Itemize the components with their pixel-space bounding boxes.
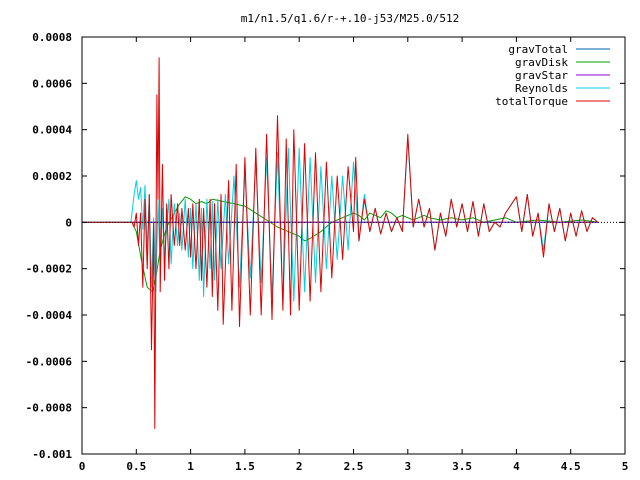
- y-tick-label: 0.0008: [32, 31, 72, 44]
- axes: 0 0.5 1 1.5 2 2.5 3 3.5 4 4.5 5 0.0008 0.0006 0.0004 0…: [26, 31, 629, 473]
- legend-label: totalTorque: [495, 95, 568, 108]
- chart-title: m1/n1.5/q1.6/r-+.10-j53/M25.0/512: [241, 12, 460, 25]
- plot-area: [82, 57, 599, 429]
- y-tick-label: -0.0002: [26, 263, 72, 276]
- x-tick-label: 0: [79, 460, 86, 473]
- y-tick-label: -0.001: [32, 448, 72, 461]
- legend-label: gravTotal: [508, 43, 568, 56]
- y-tick-label: -0.0006: [26, 355, 73, 368]
- y-tick-label: 0.0006: [32, 77, 72, 90]
- legend-label: gravStar: [515, 69, 568, 82]
- legend-label: Reynolds: [515, 82, 568, 95]
- x-tick-label: 1.5: [235, 460, 255, 473]
- y-tick-label: 0: [65, 216, 72, 229]
- x-tick-label: 1: [187, 460, 194, 473]
- series-line-totalTorque: [82, 57, 599, 429]
- legend-label: gravDisk: [515, 56, 568, 69]
- x-tick-label: 2: [296, 460, 303, 473]
- x-tick-label: 3: [404, 460, 411, 473]
- x-tick-label: 4: [513, 460, 520, 473]
- x-tick-label: 2.5: [344, 460, 364, 473]
- y-tick-label: 0.0002: [32, 170, 72, 183]
- x-tick-label: 0.5: [126, 460, 146, 473]
- legend: gravTotalgravDiskgravStarReynoldstotalTo…: [495, 43, 610, 108]
- y-tick-label: -0.0004: [26, 309, 73, 322]
- y-tick-label: 0.0004: [32, 124, 72, 137]
- x-tick-label: 4.5: [561, 460, 581, 473]
- x-tick-label: 5: [622, 460, 629, 473]
- x-tick-label: 3.5: [452, 460, 472, 473]
- y-tick-label: -0.0008: [26, 402, 72, 415]
